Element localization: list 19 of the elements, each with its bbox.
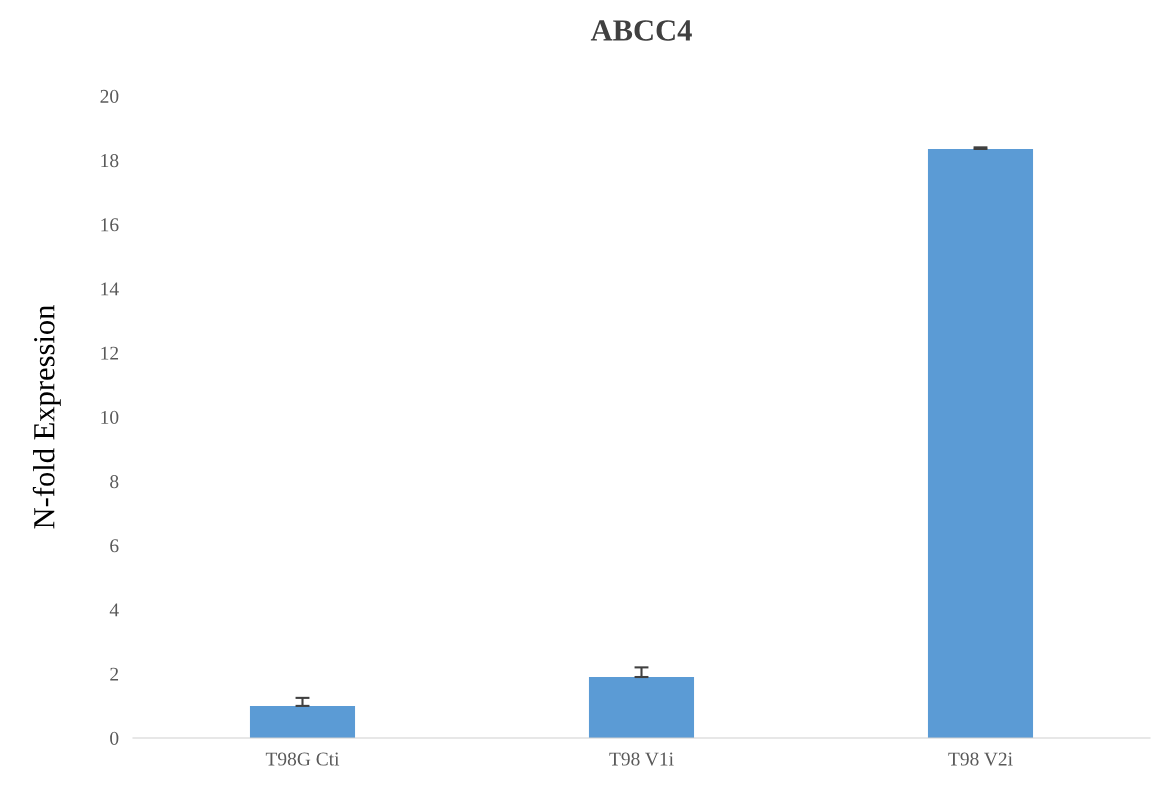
x-tick-label: T98G Cti [265,752,340,766]
y-tick-label: 18 [101,154,119,168]
y-tick-label: 12 [101,346,119,360]
y-tick-label: 10 [101,410,119,424]
x-tick-label: T98 V2i [948,752,1013,766]
x-tick-label: T98 V1i [609,752,674,766]
bar [249,705,356,738]
y-tick-label: 8 [110,475,119,489]
chart-title: ABCC4 [590,20,692,41]
y-tick-label: 4 [109,603,119,617]
y-tick-label: 20 [100,89,119,103]
bar [588,677,695,738]
y-tick-label: 0 [110,731,119,745]
y-tick-label: 16 [101,218,119,232]
y-axis-title: N-fold Expression [32,305,61,529]
bar [927,148,1034,738]
y-tick-label: 14 [101,282,119,296]
y-tick-label: 6 [110,539,119,553]
y-tick-label: 2 [110,667,119,681]
